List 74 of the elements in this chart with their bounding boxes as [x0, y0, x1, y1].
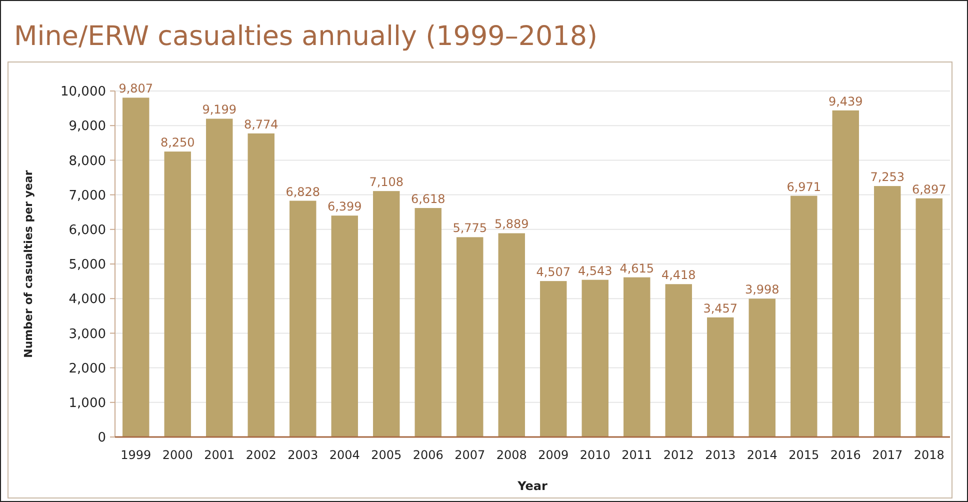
y-tick-label: 3,000	[68, 326, 106, 342]
bar	[456, 237, 484, 437]
data-label: 6,971	[786, 180, 822, 194]
y-tick-label: 6,000	[68, 222, 106, 238]
data-label: 6,399	[327, 200, 362, 214]
data-label: 9,439	[828, 94, 863, 108]
bar	[164, 152, 191, 437]
y-tick-label: 5,000	[68, 258, 106, 273]
data-label: 3,457	[703, 301, 738, 316]
data-label: 4,507	[536, 265, 571, 280]
x-tick-label: 2004	[329, 448, 360, 462]
data-label: 4,418	[661, 268, 696, 282]
x-tick-label: 2011	[622, 448, 652, 462]
x-tick-label: 2001	[204, 448, 235, 462]
data-label: 9,199	[202, 102, 237, 117]
x-axis-title: Year	[516, 479, 548, 493]
bar	[414, 208, 442, 437]
data-label: 6,828	[286, 184, 320, 199]
data-label: 4,615	[620, 261, 654, 276]
x-tick-label: 2005	[371, 448, 402, 462]
x-tick-label: 2017	[872, 448, 903, 462]
x-tick-label: 2006	[412, 448, 444, 462]
bar	[748, 298, 776, 437]
x-tick-label: 2012	[663, 448, 694, 462]
x-tick-label: 2018	[914, 448, 944, 462]
y-axis-title: Number of casualties per year	[22, 170, 35, 358]
chart-title: Mine/ERW casualties annually (1999–2018)	[14, 21, 598, 52]
bar	[498, 233, 525, 437]
x-tick-label: 2007	[454, 448, 486, 462]
y-tick-label: 9,000	[68, 119, 106, 134]
x-tick-label: 2014	[746, 448, 778, 462]
data-label: 9,807	[118, 82, 154, 96]
x-tick-label: 2016	[830, 448, 861, 462]
bar	[122, 98, 150, 437]
data-label: 8,774	[244, 117, 278, 132]
x-tick-label: 2008	[496, 448, 527, 462]
data-label: 7,253	[870, 170, 905, 184]
bar	[582, 280, 608, 437]
x-tick-label: 2000	[162, 448, 193, 462]
y-tick-label: 2,000	[68, 361, 106, 376]
data-label: 5,775	[452, 221, 488, 236]
bar	[624, 277, 650, 437]
data-label: 8,250	[160, 136, 195, 150]
y-tick-label: 7,000	[68, 188, 106, 204]
x-tick-label: 2002	[246, 448, 276, 462]
y-tick-label: 10,000	[60, 84, 106, 100]
bar	[707, 317, 734, 437]
bar	[874, 186, 901, 437]
bar	[331, 216, 358, 437]
x-tick-label: 1999	[120, 448, 152, 462]
y-tick-label: 4,000	[68, 292, 106, 308]
data-label: 7,108	[369, 175, 404, 190]
bar	[540, 281, 567, 437]
bar	[206, 118, 233, 437]
x-tick-label: 2003	[288, 448, 318, 462]
data-label: 4,543	[578, 264, 612, 278]
x-tick-label: 2010	[580, 448, 610, 462]
bar	[373, 191, 400, 437]
data-label: 6,897	[912, 182, 946, 196]
bar	[290, 200, 316, 437]
y-tick-label: 8,000	[68, 154, 106, 169]
y-tick-label: 1,000	[68, 396, 106, 411]
bar	[916, 198, 942, 437]
y-tick-label: 0	[98, 430, 106, 446]
data-label: 6,618	[410, 192, 446, 206]
bar	[665, 284, 692, 437]
bar	[832, 110, 859, 437]
bar	[248, 133, 274, 437]
x-tick-label: 2009	[538, 448, 569, 462]
bar	[790, 196, 818, 437]
x-tick-label: 2013	[705, 448, 736, 462]
x-tick-label: 2015	[788, 448, 820, 462]
data-label: 3,998	[744, 282, 780, 297]
data-label: 5,889	[494, 217, 529, 232]
